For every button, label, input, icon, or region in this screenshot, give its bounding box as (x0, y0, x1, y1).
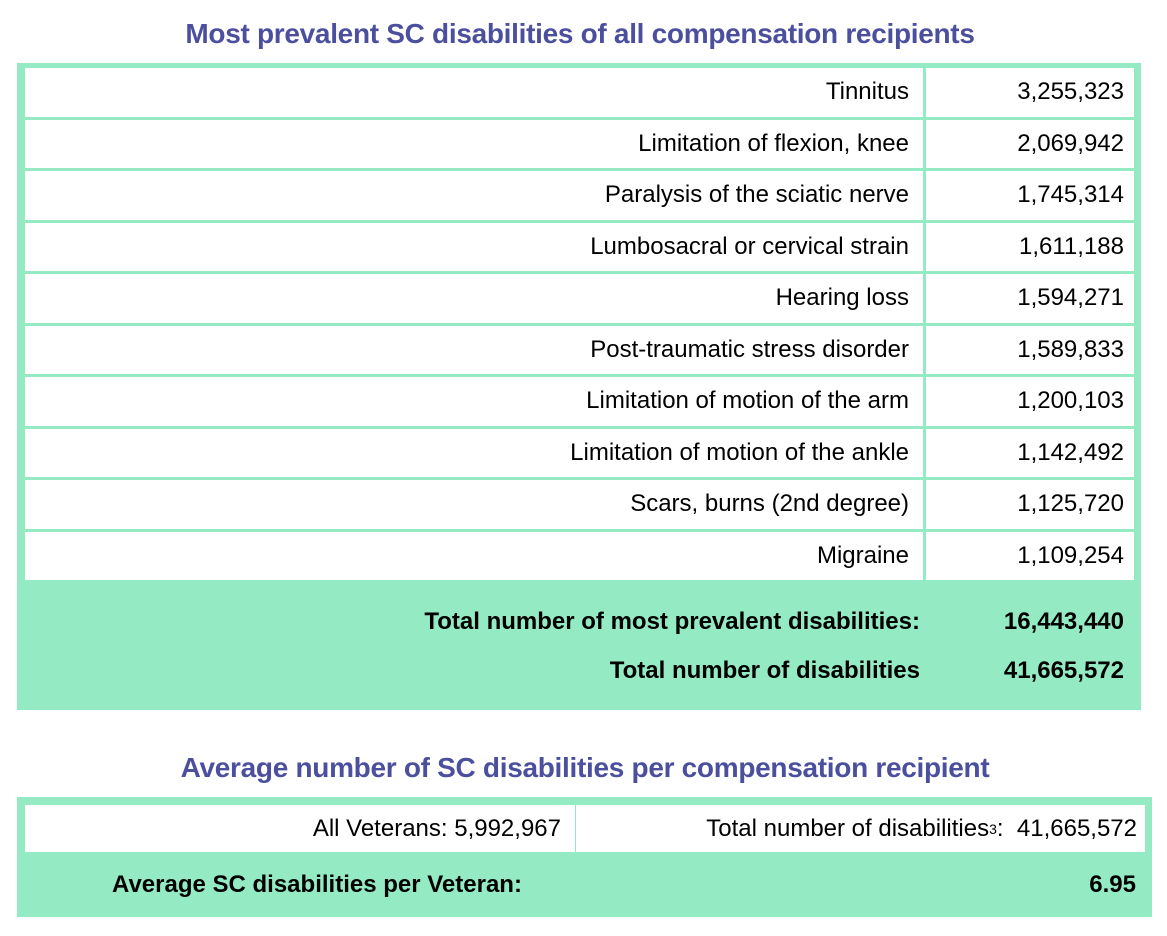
disability-name: Paralysis of the sciatic nerve (25, 171, 923, 220)
total-value: 41,665,572 (1003, 657, 1124, 684)
disability-count: 2,069,942 (926, 119, 1134, 168)
average-row: Average SC disabilities per Veteran: 6.9… (112, 871, 1136, 899)
table-row: Tinnitus 3,255,323 (25, 68, 1134, 117)
disability-name: Limitation of motion of the ankle (25, 428, 923, 477)
table-row: Limitation of flexion, knee 2,069,942 (25, 119, 1134, 168)
table-row: Paralysis of the sciatic nerve 1,745,314 (25, 171, 1134, 220)
table-row: Migraine 1,109,254 (25, 531, 1134, 580)
table2-title: Average number of SC disabilities per co… (180, 752, 990, 783)
disability-count: 1,594,271 (926, 274, 1134, 323)
disability-name: Limitation of motion of the arm (25, 377, 923, 426)
total-prevalent-value: 16,443,440 (1003, 608, 1124, 635)
disability-name: Lumbosacral or cervical strain (25, 222, 923, 271)
disability-count: 1,611,188 (926, 222, 1134, 271)
disability-name: Scars, burns (2nd degree) (25, 480, 923, 529)
disability-count: 1,200,103 (926, 377, 1134, 426)
disability-count: 1,589,833 (926, 325, 1134, 374)
veterans-count: All Veterans: 5,992,967 (25, 805, 575, 852)
table-row: Hearing loss 1,594,271 (25, 274, 1134, 323)
table-row: Lumbosacral or cervical strain 1,611,188 (25, 222, 1134, 271)
disability-name: Post-traumatic stress disorder (25, 325, 923, 374)
prevalent-disabilities-table: Tinnitus 3,255,323 Limitation of flexion, … (17, 63, 1141, 710)
total-prevalent-label: Total number of most prevalent disabilit… (424, 608, 920, 635)
table1-title: Most prevalent SC disabilities of all co… (185, 18, 975, 49)
table-row: Limitation of motion of the ankle 1,142,4… (25, 428, 1134, 477)
total-row: Total number of disabilities 41,665,572 (25, 657, 1134, 685)
average-value: 6.95 (1089, 871, 1136, 898)
disabilities-value: : 41,665,572 (996, 814, 1137, 842)
disabilities-label: Total number of disabilities (706, 814, 990, 842)
table-row: Scars, burns (2nd degree) 1,125,720 (25, 480, 1134, 529)
table-row: Post-traumatic stress disorder 1,589,833 (25, 325, 1134, 374)
counts-row: All Veterans: 5,992,967 Total number of … (25, 805, 1145, 852)
disability-name: Limitation of flexion, knee (25, 119, 923, 168)
disability-name: Tinnitus (25, 68, 923, 117)
disability-count: 1,109,254 (926, 531, 1134, 580)
average-disabilities-table: All Veterans: 5,992,967 Total number of … (17, 797, 1152, 917)
disability-count: 1,125,720 (926, 480, 1134, 529)
disability-name: Migraine (25, 531, 923, 580)
footnote-marker: 3 (989, 820, 997, 837)
disability-count: 1,745,314 (926, 171, 1134, 220)
disabilities-count: Total number of disabilities 3: 41,665,57… (576, 805, 1145, 852)
table-row: Limitation of motion of the arm 1,200,103 (25, 377, 1134, 426)
disability-count: 3,255,323 (926, 68, 1134, 117)
disability-name: Hearing loss (25, 274, 923, 323)
disability-count: 1,142,492 (926, 428, 1134, 477)
average-label: Average SC disabilities per Veteran: (112, 871, 522, 898)
total-label: Total number of disabilities (609, 657, 920, 684)
total-prevalent-row: Total number of most prevalent disabilit… (25, 608, 1134, 636)
